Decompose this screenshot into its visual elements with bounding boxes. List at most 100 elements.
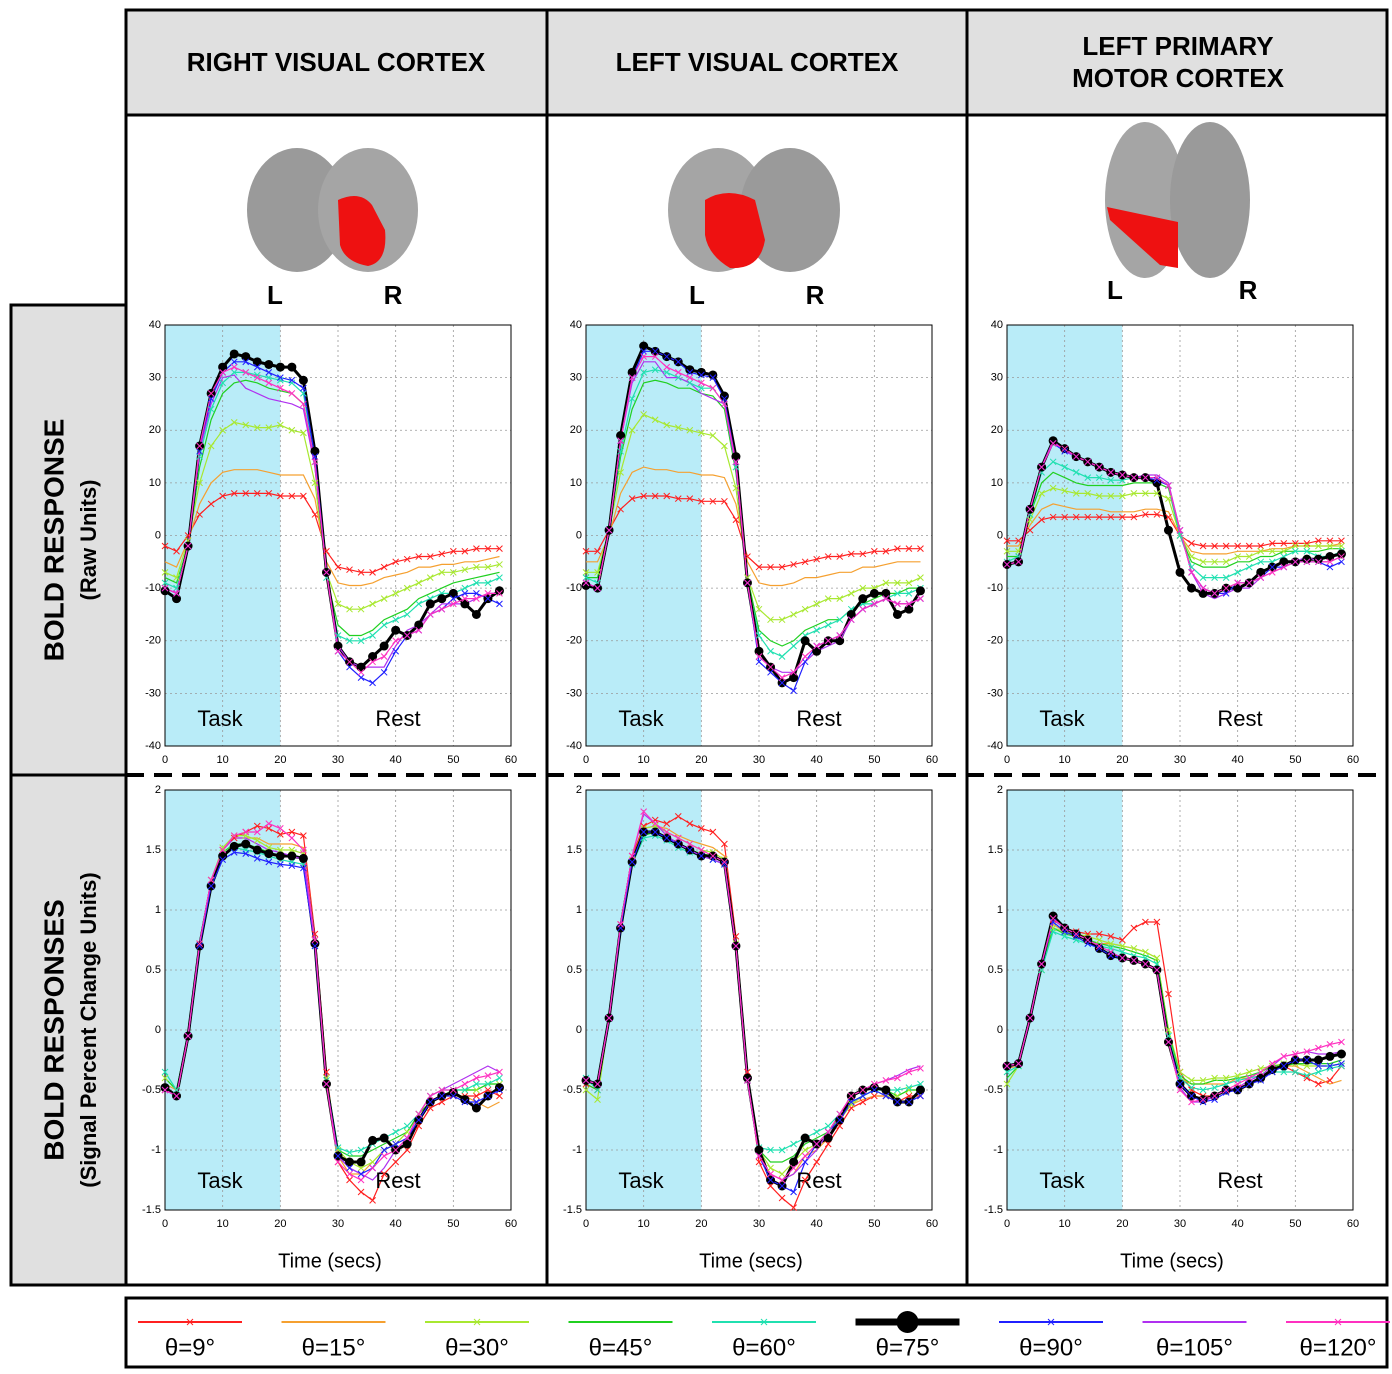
marker [1211,574,1218,581]
marker [287,851,297,861]
marker [697,846,705,854]
x-tick-label: 10 [217,754,229,766]
marker [754,1145,764,1155]
marker [1326,563,1334,571]
marker [1199,558,1207,566]
marker [1061,463,1069,471]
marker [1107,933,1115,940]
marker [789,1157,799,1167]
header-boxes [9,8,1389,1287]
marker [732,458,740,466]
marker [616,431,626,441]
marker [196,511,203,518]
subplot: 0 10 20 30 40 50 60 -1.5 -1 -0.5 0 0.5 1 1.5 2 Task Rest… [142,784,517,1272]
marker [1153,490,1161,497]
marker [686,846,694,854]
marker [663,492,671,500]
marker [1084,474,1092,481]
marker [484,595,492,603]
marker [790,687,797,695]
marker [755,632,763,639]
y-tick-label: 20 [570,424,582,436]
x-tick-label: 30 [332,754,344,766]
marker [346,566,353,574]
marker [1188,553,1195,560]
marker [196,442,203,450]
marker [755,605,763,613]
marker [1199,1096,1207,1103]
marker [1280,563,1288,571]
annotation: Task [618,706,664,731]
x-tick-label: 30 [753,754,765,766]
marker [869,588,879,598]
marker [276,861,284,868]
marker [1222,1074,1230,1082]
marker [778,674,786,681]
marker [721,840,728,848]
annotation: Rest [375,1168,420,1193]
marker [161,568,169,576]
hemisphere-label: L [267,280,283,310]
annotation: Task [197,1168,243,1193]
marker [196,940,203,947]
marker [184,542,192,550]
marker [697,497,705,505]
marker [392,616,400,624]
marker [1315,558,1322,566]
marker [1038,960,1045,968]
x-tick-label: 60 [1347,1218,1359,1230]
marker [790,668,797,676]
marker [1084,513,1092,521]
marker [824,637,832,645]
marker [1336,549,1346,559]
marker [905,1098,913,1106]
marker [288,390,296,397]
marker [760,1318,768,1326]
marker [721,497,728,505]
y-tick-label: 0 [576,529,582,541]
marker [1234,579,1242,587]
marker [605,1014,613,1022]
x-tick-label: 50 [447,1218,459,1230]
marker [881,1085,891,1095]
marker [1107,513,1115,521]
marker [790,1204,797,1211]
y-tick-label: 30 [991,372,1003,384]
marker [1256,567,1266,577]
marker [357,1176,365,1184]
series-line [1006,461,1342,579]
legend-label: θ=120° [1299,1334,1376,1361]
marker [275,362,285,372]
marker [1084,936,1092,944]
hemisphere-label: L [1107,275,1123,305]
marker [1118,954,1126,962]
marker [1199,1077,1207,1084]
marker [1003,1062,1011,1070]
hemisphere [247,148,347,272]
marker [334,647,342,655]
marker [721,861,728,868]
legend-label: θ=75° [876,1334,940,1361]
marker [1118,492,1126,500]
x-tick-label: 40 [1232,1218,1244,1230]
marker [651,820,659,827]
marker [1142,490,1149,497]
marker [674,813,682,820]
marker [778,1194,786,1202]
marker [767,1176,774,1184]
marker [473,590,480,597]
marker [1338,1060,1345,1067]
marker [1234,542,1242,550]
marker [311,936,319,944]
marker [1268,547,1276,555]
marker [403,632,411,639]
marker [721,395,728,403]
legend-label: θ=45° [589,1334,653,1361]
marker [415,600,423,608]
marker [1095,930,1103,938]
column-header [545,8,969,117]
marker [1222,1086,1230,1094]
marker [471,609,481,619]
marker [582,1086,590,1094]
marker [207,390,215,397]
